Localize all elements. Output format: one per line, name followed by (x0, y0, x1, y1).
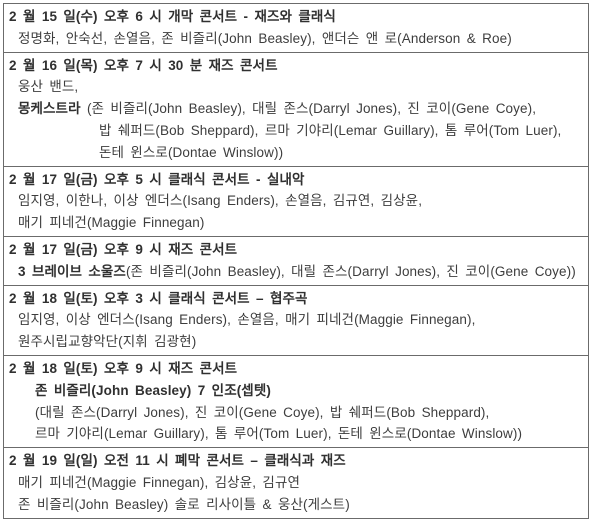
schedule-line: (대릴 존스(Darryl Jones), 진 코이(Gene Coye), 밥… (4, 402, 584, 424)
text-segment: (대릴 존스(Darryl Jones), 진 코이(Gene Coye), 밥… (35, 404, 490, 420)
schedule-line: 돈테 윈스로(Dontae Winslow)) (4, 142, 584, 164)
text-segment: 밥 쉐퍼드(Bob Sheppard), 르마 기야리(Lemar Guilla… (99, 122, 562, 138)
text-segment: 돈테 윈스로(Dontae Winslow)) (99, 144, 284, 160)
schedule-line: 정명화, 안숙선, 손열음, 존 비즐리(John Beasley), 앤더슨 … (4, 28, 584, 50)
schedule-line: 원주시립교향악단(지휘 김광현) (4, 331, 584, 353)
text-segment: 2 월 17 일(금) 오후 5 시 클래식 콘서트 - 실내악 (9, 171, 305, 187)
schedule-line: 3 브레이브 소울즈(존 비즐리(John Beasley), 대릴 존스(Da… (4, 261, 584, 283)
text-segment: 매기 피네건(Maggie Finnegan), 김상윤, 김규연 (18, 474, 300, 490)
schedule-line: 존 비즐리(John Beasley) 7 인조(셉텟) (4, 380, 584, 402)
text-segment: 2 월 17 일(금) 오후 9 시 재즈 콘서트 (9, 241, 238, 257)
schedule-row-header: 2 월 16 일(목) 오후 7 시 30 분 재즈 콘서트 (4, 55, 584, 77)
schedule-line: 몽케스트라 (존 비즐리(John Beasley), 대릴 존스(Darryl… (4, 98, 584, 120)
text-segment: (존 비즐리(John Beasley), 대릴 존스(Darryl Jones… (125, 263, 576, 279)
schedule-line: 밥 쉐퍼드(Bob Sheppard), 르마 기야리(Lemar Guilla… (4, 120, 584, 142)
schedule-row-header: 2 월 15 일(수) 오후 6 시 개막 콘서트 - 재즈와 클래식 (4, 6, 584, 28)
text-segment: 2 월 16 일(목) 오후 7 시 30 분 재즈 콘서트 (9, 57, 278, 73)
schedule-line: 임지영, 이한나, 이상 엔더스(Isang Enders), 손열음, 김규연… (4, 190, 584, 212)
table-row: 2 월 17 일(금) 오후 9 시 재즈 콘서트 3 브레이브 소울즈(존 비즐… (4, 237, 588, 286)
text-segment: 2 월 19 일(일) 오전 11 시 폐막 콘서트 – 클래식과 재즈 (9, 453, 346, 469)
text-segment: 2 월 18 일(토) 오후 3 시 클래식 콘서트 – 협주곡 (9, 290, 308, 306)
text-segment: 임지영, 이상 엔더스(Isang Enders), 손열음, 매기 피네건(M… (18, 312, 476, 328)
text-segment: 3 브레이브 소울즈 (18, 263, 126, 279)
text-segment: 르마 기야리(Lemar Guillary), 톰 루어(Tom Luer), … (35, 426, 523, 442)
schedule-line: 임지영, 이상 엔더스(Isang Enders), 손열음, 매기 피네건(M… (4, 309, 584, 331)
schedule-line: 르마 기야리(Lemar Guillary), 톰 루어(Tom Luer), … (4, 423, 584, 445)
text-segment: 2 월 18 일(토) 오후 9 시 재즈 콘서트 (9, 360, 238, 376)
text-segment: 임지영, 이한나, 이상 엔더스(Isang Enders), 손열음, 김규연… (18, 193, 423, 209)
text-segment: 원주시립교향악단(지휘 김광현) (18, 334, 197, 350)
schedule-row-header: 2 월 17 일(금) 오후 9 시 재즈 콘서트 (4, 239, 584, 261)
schedule-row-header: 2 월 18 일(토) 오후 9 시 재즈 콘서트 (4, 358, 584, 380)
text-segment: 정명화, 안숙선, 손열음, 존 비즐리(John Beasley), 앤더슨 … (18, 30, 512, 46)
text-segment: 몽케스트라 (18, 101, 87, 117)
text-segment: 2 월 15 일(수) 오후 6 시 개막 콘서트 - 재즈와 클래식 (9, 9, 336, 24)
text-segment: 웅산 밴드, (18, 79, 79, 95)
text-segment: 존 비즐리(John Beasley) 솔로 리사이틀 & 웅산(게스트) (18, 496, 350, 512)
text-segment: 매기 피네건(Maggie Finnegan) (18, 215, 205, 231)
schedule-row-header: 2 월 18 일(토) 오후 3 시 클래식 콘서트 – 협주곡 (4, 288, 584, 310)
schedule-line: 매기 피네건(Maggie Finnegan) (4, 212, 584, 234)
schedule-line: 매기 피네건(Maggie Finnegan), 김상윤, 김규연 (4, 472, 584, 494)
schedule-line: 존 비즐리(John Beasley) 솔로 리사이틀 & 웅산(게스트) (4, 494, 584, 516)
text-segment: (존 비즐리(John Beasley), 대릴 존스(Darryl Jones… (86, 101, 537, 117)
schedule-line: 웅산 밴드, (4, 76, 584, 98)
text-segment: 존 비즐리(John Beasley) 7 인조(셉텟) (35, 382, 271, 398)
schedule-row-header: 2 월 19 일(일) 오전 11 시 폐막 콘서트 – 클래식과 재즈 (4, 450, 584, 472)
schedule-row-header: 2 월 17 일(금) 오후 5 시 클래식 콘서트 - 실내악 (4, 169, 584, 191)
